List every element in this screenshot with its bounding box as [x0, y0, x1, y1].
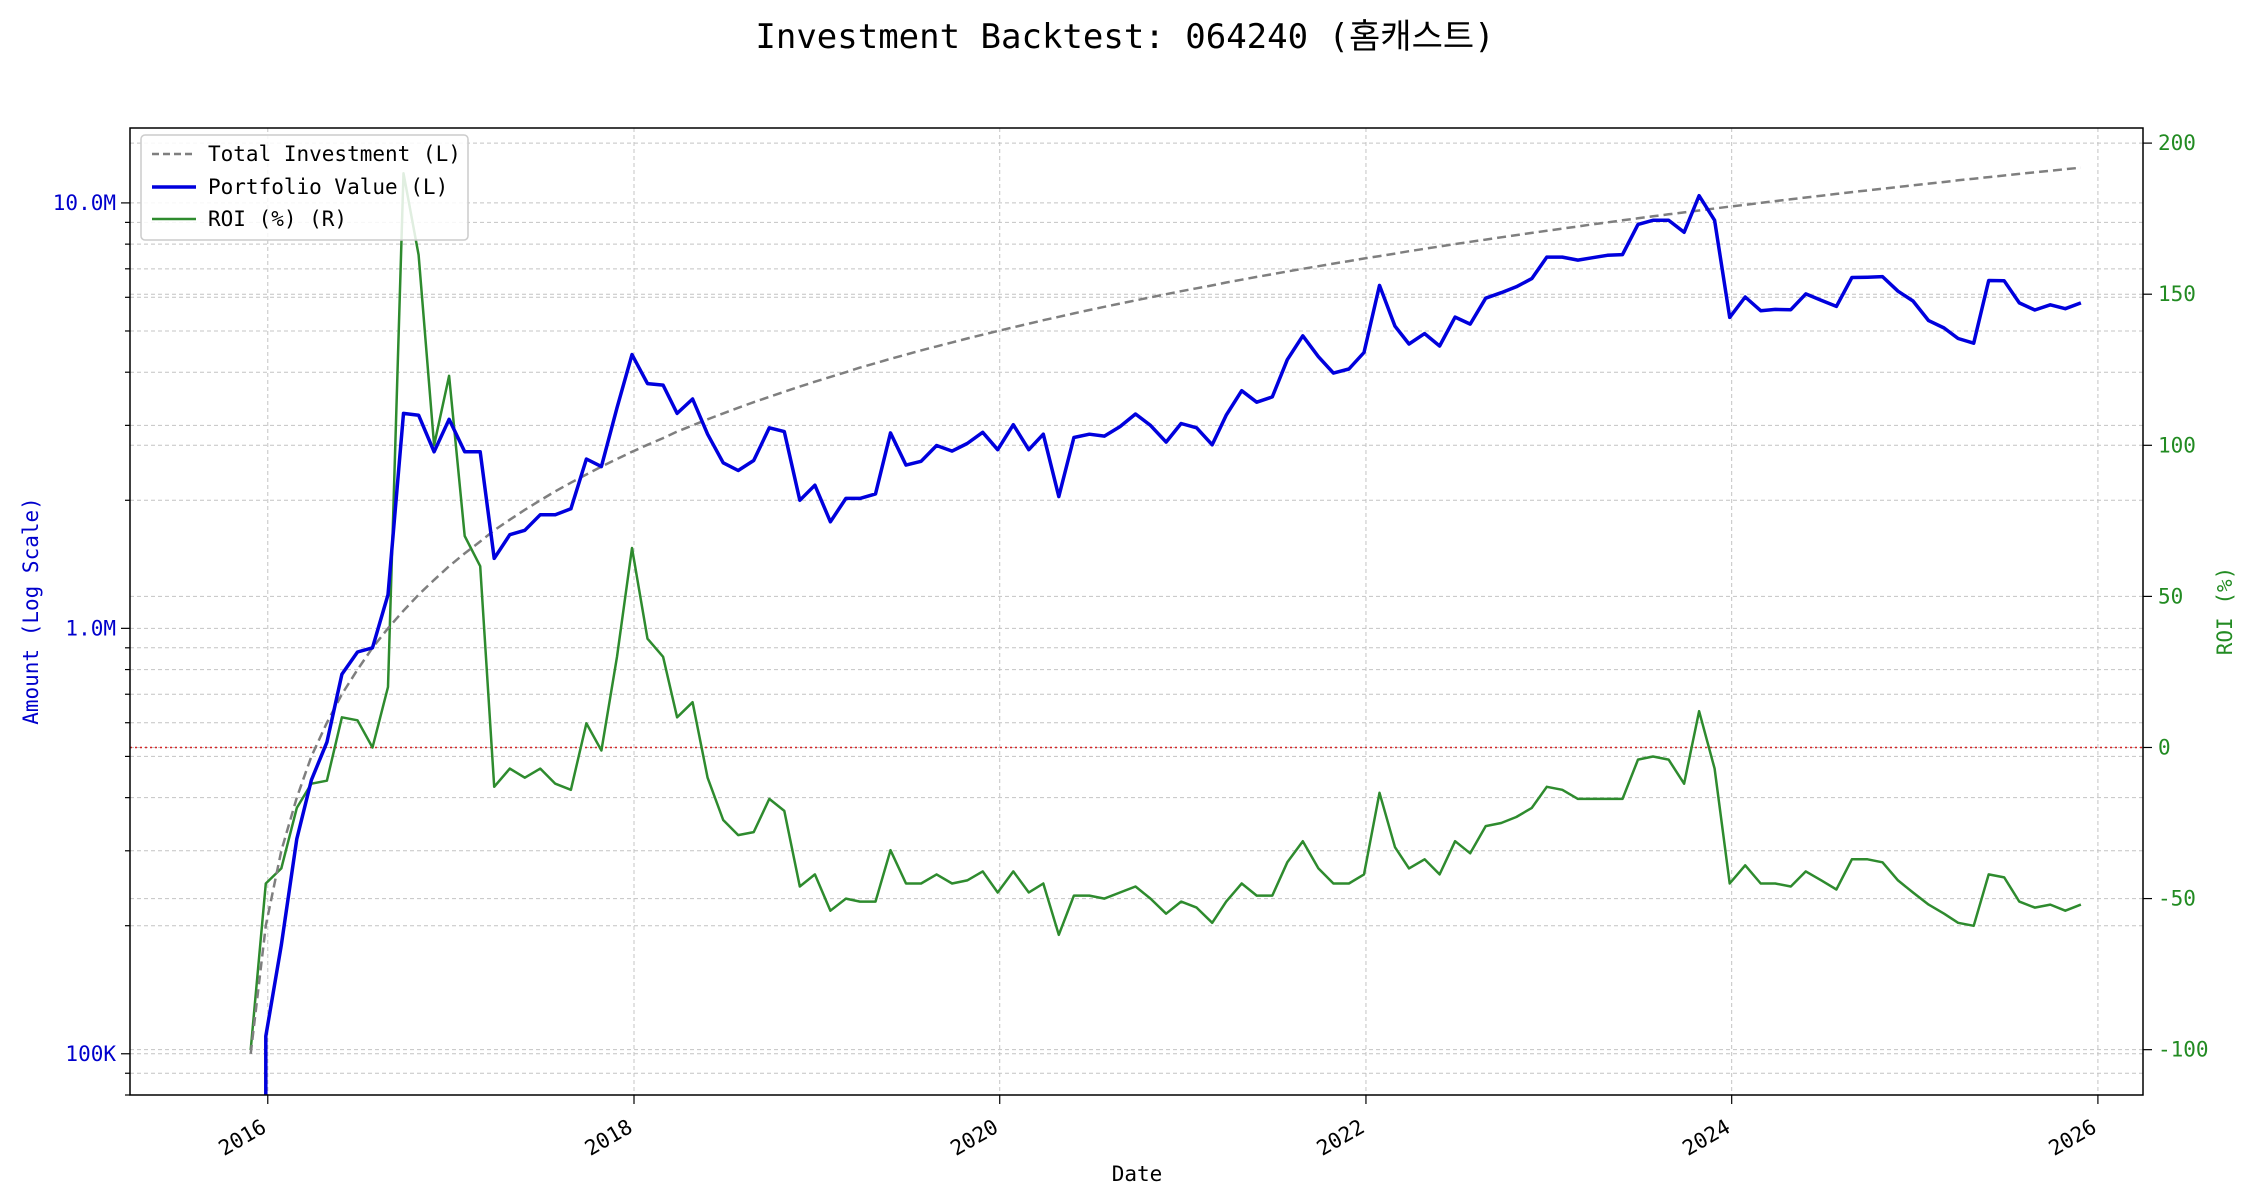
- left-axis-tick-label: 100K: [65, 1042, 116, 1066]
- grid-layer: [130, 128, 2143, 1096]
- series-layer: [249, 166, 2082, 1095]
- right-axis-tick-label: -50: [2158, 887, 2196, 911]
- legend-label-roi: ROI (%) (R): [208, 207, 347, 231]
- legend-box: [140, 134, 469, 241]
- right-axis-tick-label: 100: [2158, 433, 2196, 457]
- right-axis-tick-label: 50: [2158, 584, 2183, 608]
- roi-line: [249, 172, 2082, 1050]
- legend: Total Investment (L) Portfolio Value (L)…: [140, 134, 469, 241]
- right-axis-tick-label: 150: [2158, 282, 2196, 306]
- legend-label-total-investment: Total Investment (L): [208, 142, 461, 166]
- left-axis-label: Amount (Log Scale): [19, 497, 43, 725]
- x-axis-label: Date: [1112, 1162, 1163, 1186]
- legend-label-portfolio-value: Portfolio Value (L): [208, 175, 448, 199]
- right-axis-label: ROI (%): [2213, 567, 2237, 656]
- portfolio-value-line: [264, 193, 2082, 1095]
- left-axis-tick-label: 1.0M: [65, 616, 116, 640]
- right-axis-tick-label: -100: [2158, 1038, 2209, 1062]
- chart-title: Investment Backtest: 064240 (홈캐스트): [755, 17, 1494, 57]
- total-investment-line: [249, 166, 2082, 1054]
- plot-frame: [129, 127, 2144, 1096]
- left-axis-tick-label: 10.0M: [53, 191, 116, 215]
- right-axis-tick-label: 0: [2158, 735, 2171, 759]
- right-axis-tick-label: 200: [2158, 131, 2196, 155]
